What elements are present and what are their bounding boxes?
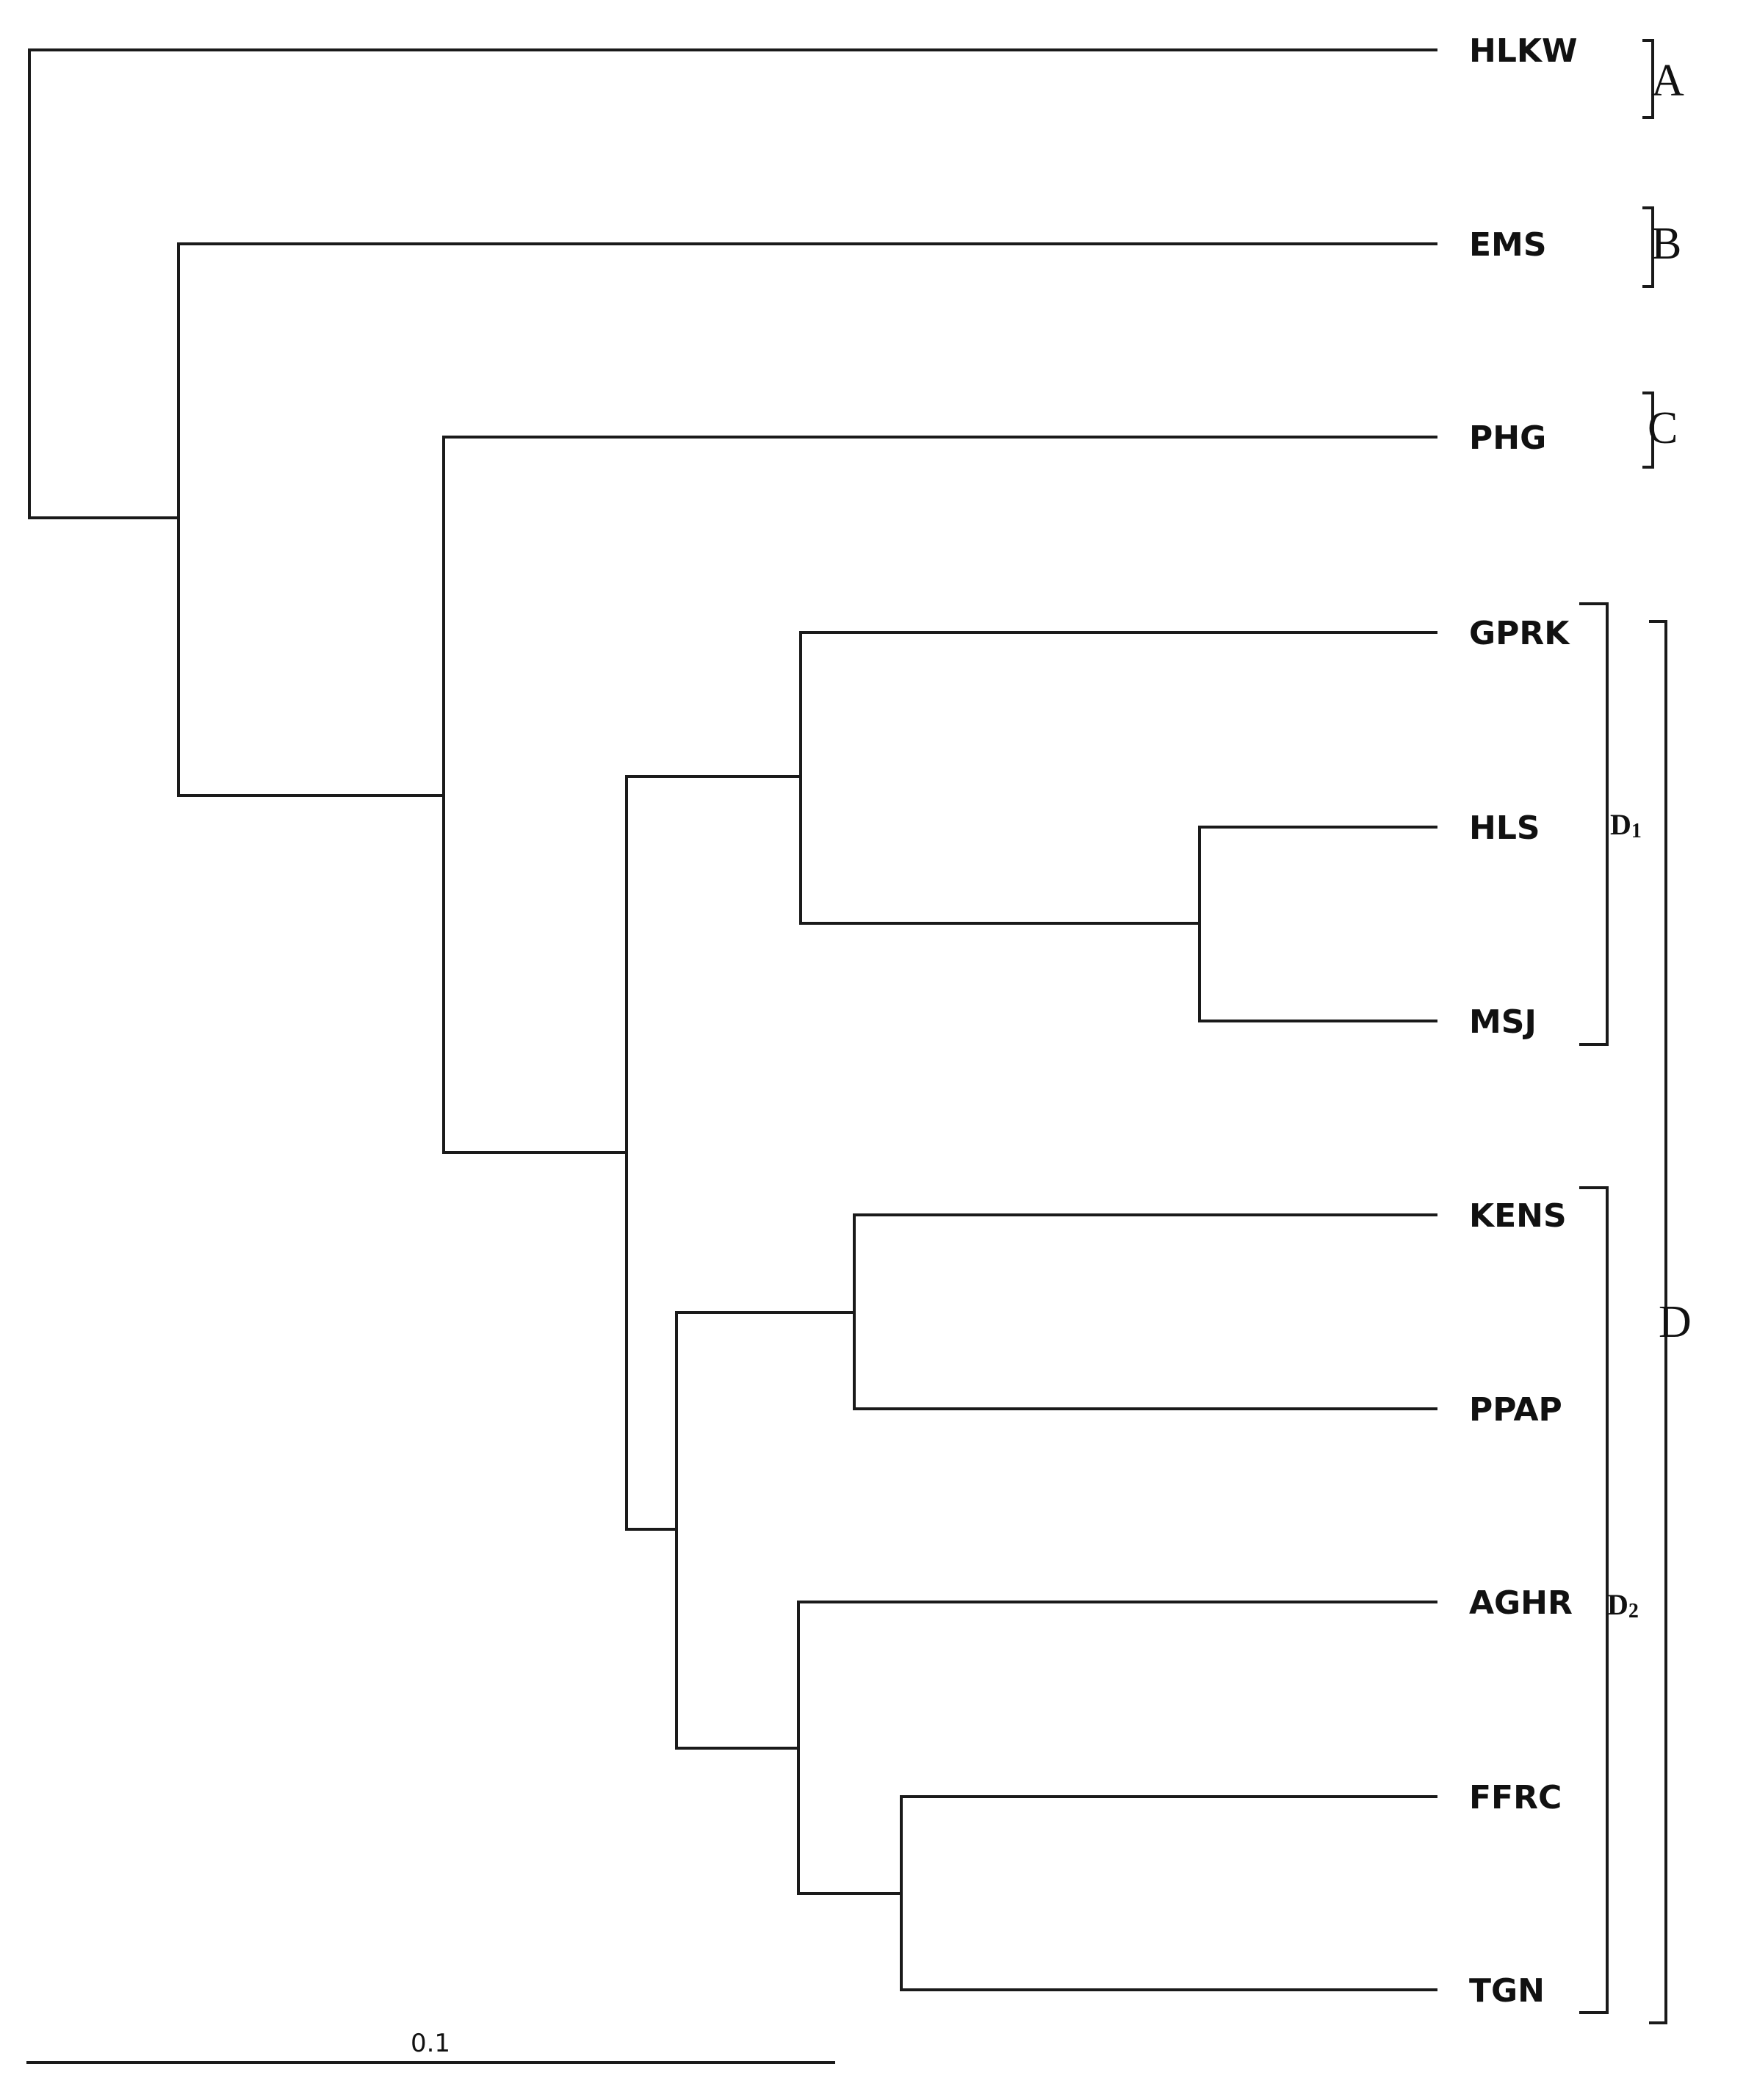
group-label-a: A — [1651, 56, 1684, 106]
subgroup-label-d1: D1 — [1610, 808, 1642, 842]
leaf-label-ems: EMS — [1469, 226, 1547, 264]
subgroup-label-d2: D2 — [1607, 1588, 1639, 1623]
leaf-label-hlkw: HLKW — [1469, 32, 1578, 70]
leaf-label-msj: MSJ — [1469, 1003, 1537, 1041]
leaf-label-gprk: GPRK — [1469, 615, 1570, 652]
leaf-label-ffrc: FFRC — [1469, 1779, 1562, 1816]
leaf-label-kens: KENS — [1469, 1197, 1567, 1235]
tree-branches — [28, 48, 1437, 1991]
group-label-c: C — [1648, 403, 1678, 453]
bracket-d2 — [1579, 1186, 1609, 2014]
leaf-label-hls: HLS — [1469, 809, 1540, 847]
group-brackets — [1579, 39, 1667, 2024]
group-labels: A B C D D1 D2 — [1607, 56, 1692, 1623]
leaf-label-ppap: PPAP — [1469, 1391, 1562, 1429]
bracket-d1 — [1579, 602, 1609, 1046]
scale-bar-label: 0.1 — [411, 2029, 450, 2058]
leaf-label-phg: PHG — [1469, 419, 1546, 457]
group-label-d: D — [1659, 1297, 1692, 1347]
bracket-b — [1642, 206, 1654, 288]
bracket-a — [1642, 39, 1654, 119]
leaf-labels: HLKW EMS PHG GPRK HLS MSJ KENS PPAP AGHR… — [1469, 32, 1578, 2010]
bracket-d — [1649, 620, 1667, 2024]
leaf-label-aghr: AGHR — [1469, 1584, 1573, 1622]
leaf-label-tgn: TGN — [1469, 1972, 1545, 2010]
scale-bar: 0.1 — [26, 2029, 835, 2064]
bracket-c — [1642, 392, 1654, 469]
group-label-b: B — [1651, 219, 1681, 269]
